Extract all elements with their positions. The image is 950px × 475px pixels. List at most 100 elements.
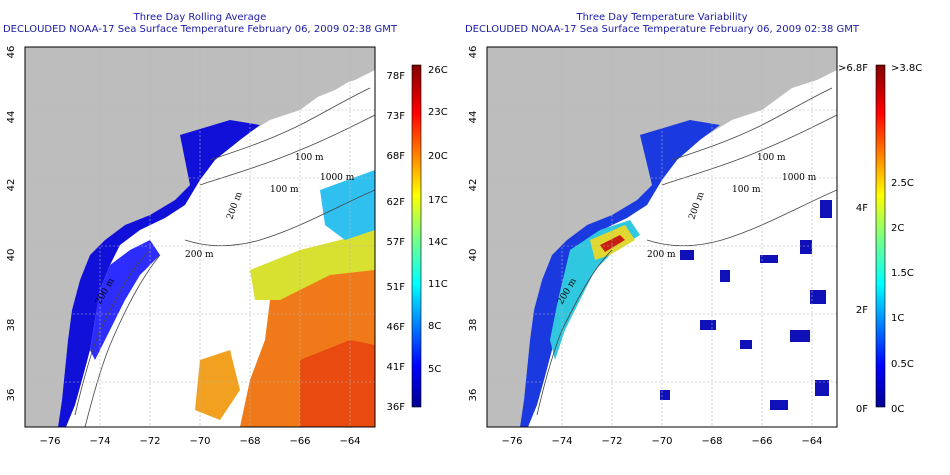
right-contour-label-2: 100 m	[732, 185, 761, 195]
left-lat-40: 40	[6, 249, 17, 262]
right-bathymetry-contours	[536, 87, 837, 416]
left-lat-44: 44	[6, 111, 17, 124]
right-graticule	[487, 47, 837, 427]
left-lon-64: −64	[339, 436, 360, 447]
svg-text:4F: 4F	[856, 203, 868, 214]
svg-text:1C: 1C	[891, 313, 904, 324]
right-map-title: Three Day Temperature Variability	[576, 12, 748, 23]
left-coastal-cold-water	[58, 120, 260, 427]
svg-text:36F: 36F	[387, 402, 406, 413]
svg-text:−74: −74	[551, 436, 572, 447]
left-lon-70: −70	[189, 436, 210, 447]
left-colorbar-f-labels: 78F 73F 68F 62F 57F 51F 46F 41F 36F	[387, 71, 406, 413]
right-high-variability	[550, 220, 640, 360]
right-colorbar-f-labels: >6.8F 4F 2F 0F	[838, 63, 868, 415]
left-bathymetry-contours	[74, 87, 375, 427]
left-lon-76: −76	[39, 436, 60, 447]
left-map-title: Three Day Rolling Average	[133, 12, 267, 23]
left-contour-label-4: 1000 m	[320, 173, 355, 183]
svg-text:17C: 17C	[428, 195, 448, 206]
right-variability-band	[520, 120, 720, 427]
svg-text:2F: 2F	[856, 305, 868, 316]
left-graticule	[25, 47, 375, 427]
svg-text:46: 46	[468, 46, 479, 59]
left-contour-label-2: 100 m	[270, 185, 299, 195]
right-contour-label-4: 1000 m	[782, 173, 817, 183]
right-colorbar-c-labels: >3.8C 2.5C 2C 1.5C 1C 0.5C 0C	[891, 63, 922, 415]
svg-text:40: 40	[468, 249, 479, 262]
svg-text:1.5C: 1.5C	[891, 268, 914, 279]
svg-text:−72: −72	[601, 436, 622, 447]
left-map-frame	[24, 46, 376, 428]
svg-text:36: 36	[468, 389, 479, 402]
left-map-panel: 100 m 100 m 200 m 1000 m 200 m 200 m 36 …	[6, 46, 448, 447]
left-contour-label-1: 100 m	[295, 153, 324, 163]
svg-text:0F: 0F	[856, 404, 868, 415]
svg-text:78F: 78F	[387, 71, 406, 82]
left-lon-66: −66	[289, 436, 310, 447]
svg-text:8C: 8C	[428, 321, 441, 332]
right-title-block: Three Day Temperature Variability DECLOU…	[462, 12, 862, 36]
left-lat-ticks: 36 38 40 42 44 46	[6, 46, 17, 402]
svg-text:−64: −64	[801, 436, 822, 447]
right-red-streaks	[600, 235, 625, 252]
svg-text:38: 38	[468, 319, 479, 332]
svg-text:46F: 46F	[387, 322, 406, 333]
right-lat-ticks: 36 38 40 42 44 46	[468, 46, 479, 402]
svg-text:14C: 14C	[428, 237, 448, 248]
svg-text:0C: 0C	[891, 404, 904, 415]
left-colorbar-c-labels: 26C 23C 20C 17C 14C 11C 8C 5C	[428, 65, 448, 375]
left-lon-74: −74	[89, 436, 110, 447]
left-cold-water-2	[90, 240, 160, 360]
left-lon-72: −72	[139, 436, 160, 447]
svg-text:20C: 20C	[428, 151, 448, 162]
right-contour-label-5: 200 m	[647, 250, 676, 260]
left-lat-46: 46	[6, 46, 17, 59]
left-lon-ticks: −76 −74 −72 −70 −68 −66 −64	[39, 436, 360, 447]
left-lat-36: 36	[6, 389, 17, 402]
svg-text:−76: −76	[501, 436, 522, 447]
left-map-subtitle: DECLOUDED NOAA-17 Sea Surface Temperatur…	[2, 24, 398, 35]
left-warm-patch-3	[195, 350, 240, 420]
svg-text:0.5C: 0.5C	[891, 359, 914, 370]
svg-text:>6.8F: >6.8F	[838, 63, 868, 74]
svg-text:5C: 5C	[428, 364, 441, 375]
left-lat-38: 38	[6, 319, 17, 332]
svg-text:44: 44	[468, 111, 479, 124]
left-lon-68: −68	[239, 436, 260, 447]
left-warm-patch-2	[300, 340, 375, 427]
svg-text:62F: 62F	[387, 197, 406, 208]
svg-text:57F: 57F	[387, 237, 406, 248]
right-map-panel: 100 m 100 m 200 m 1000 m 200 m 200 m 36 …	[468, 46, 922, 447]
svg-text:42: 42	[468, 179, 479, 192]
svg-text:23C: 23C	[428, 107, 448, 118]
right-map-subtitle: DECLOUDED NOAA-17 Sea Surface Temperatur…	[464, 24, 860, 35]
left-contour-label-5: 200 m	[185, 250, 214, 260]
left-title-block: Three Day Rolling Average DECLOUDED NOAA…	[0, 12, 400, 36]
svg-text:11C: 11C	[428, 279, 448, 290]
left-transition-yellow	[250, 230, 375, 300]
svg-text:−66: −66	[751, 436, 772, 447]
svg-text:−70: −70	[651, 436, 672, 447]
svg-text:73F: 73F	[387, 111, 406, 122]
left-colorbar	[411, 64, 422, 408]
right-lon-ticks: −76 −74 −72 −70 −68 −66 −64	[501, 436, 822, 447]
svg-text:68F: 68F	[387, 151, 406, 162]
left-land-nova-scotia	[300, 47, 375, 100]
svg-text:26C: 26C	[428, 65, 448, 76]
svg-text:51F: 51F	[387, 282, 406, 293]
right-scattered-obs	[660, 200, 832, 410]
svg-text:2C: 2C	[891, 223, 904, 234]
left-lat-42: 42	[6, 179, 17, 192]
right-contour-label-1: 100 m	[757, 153, 786, 163]
svg-text:−68: −68	[701, 436, 722, 447]
right-land-mass	[487, 47, 837, 427]
svg-text:>3.8C: >3.8C	[891, 63, 922, 74]
left-transition-cyan	[320, 170, 375, 240]
right-map-frame	[486, 46, 838, 428]
svg-text:2.5C: 2.5C	[891, 178, 914, 189]
svg-text:41F: 41F	[387, 362, 406, 373]
right-colorbar	[875, 64, 886, 408]
left-land-mass	[25, 47, 375, 427]
